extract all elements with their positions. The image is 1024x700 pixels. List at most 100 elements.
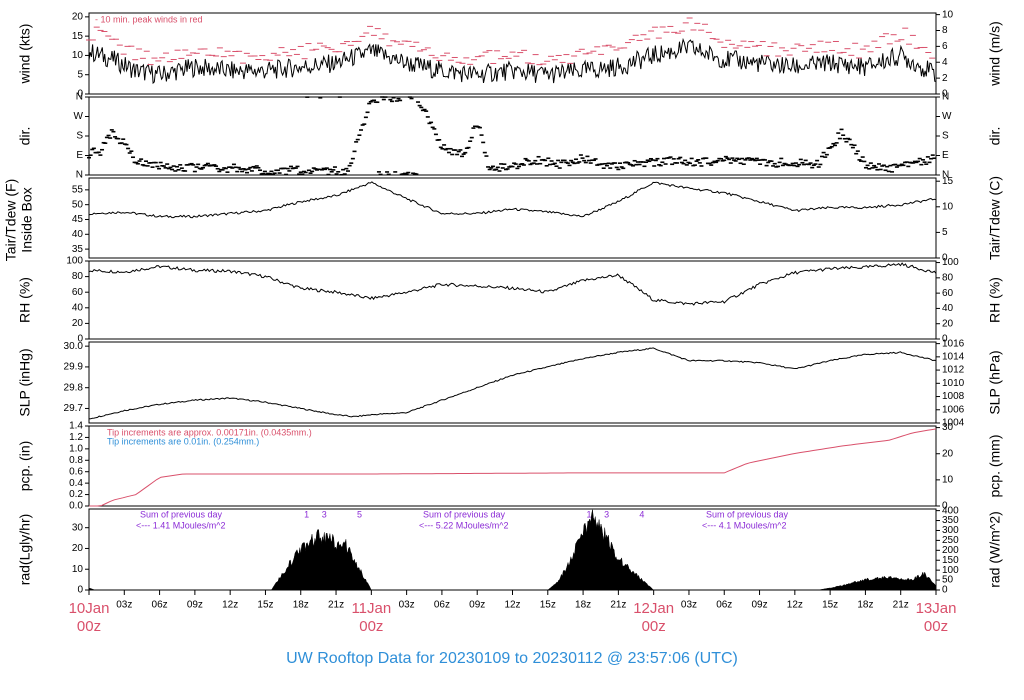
ylabel-right-temp: Tair/Tdew (C)	[987, 176, 1003, 260]
xtick-label: 06z	[152, 600, 168, 611]
pcp-note-tip: Tip increments are 0.01in. (0.254mm.)	[107, 436, 259, 446]
ytick-label-right-rh: 40	[942, 303, 954, 314]
ytick-label-left-wind: 10	[72, 50, 84, 61]
ytick-label-right-wind: 10	[942, 9, 954, 20]
ytick-label-left-pcp: 0.6	[69, 466, 83, 477]
pcp-note-approx: Tip increments are approx. 0.00171in. (0…	[107, 427, 312, 437]
day-label: 12Jan	[633, 600, 674, 617]
xtick-label: 12z	[222, 600, 238, 611]
ytick-label-left-rh: 0	[77, 334, 83, 345]
ytick-label-left-temp: 35	[72, 244, 84, 255]
panel-frame-pcp	[88, 425, 937, 507]
ytick-label-left-pcp: 0.4	[69, 478, 83, 489]
ytick-label-left-slp: 30.0	[64, 341, 84, 352]
ytick-label-left-slp: 29.9	[64, 362, 84, 373]
ytick-label-right-rh: 20	[942, 318, 954, 329]
ytick-label-left-rh: 100	[66, 256, 83, 267]
ylabel-left-wind: wind (kts)	[17, 24, 33, 85]
rad-marker: 5	[357, 509, 362, 519]
xtick-label: 06z	[434, 600, 450, 611]
ylabel-right-rh: RH (%)	[987, 277, 1003, 323]
ytick-label-right-rad: 50	[942, 575, 954, 586]
ytick-label-right-pcp: 20	[942, 448, 954, 459]
ytick-label-left-rad: 10	[72, 564, 84, 575]
ytick-label-right-temp: 15	[942, 176, 954, 187]
ytick-label-right-wind: 8	[942, 25, 948, 36]
rad-marker: 1	[586, 509, 591, 519]
pcp-line	[89, 428, 937, 507]
ylabel-left-rh: RH (%)	[17, 277, 33, 323]
ytick-label-right-slp: 1006	[942, 404, 965, 415]
wind-annotation: - 10 min. peak winds in red	[95, 14, 203, 24]
ytick-label-right-rad: 0	[942, 585, 948, 596]
ytick-label-right-rad: 150	[942, 555, 959, 566]
ytick-label-left-temp: 40	[72, 229, 84, 240]
ytick-label-right-temp: 0	[942, 253, 948, 264]
day-hour-label: 00z	[77, 618, 101, 635]
ylabel-right-pcp: pcp. (mm)	[987, 435, 1003, 498]
ytick-label-left-rh: 80	[72, 271, 84, 282]
panel-frame-temp	[88, 177, 937, 259]
xtick-label: 03z	[399, 600, 415, 611]
ylabel-right-slp: SLP (hPa)	[987, 350, 1003, 414]
ytick-label-left-wind: 15	[72, 31, 84, 42]
xtick-label: 18z	[857, 600, 873, 611]
xtick-label: 15z	[540, 600, 556, 611]
rad-area	[88, 509, 937, 591]
ytick-label-left-rad: 0	[77, 585, 83, 596]
ytick-label-left-temp: 45	[72, 214, 84, 225]
rad-marker: 1	[304, 509, 309, 519]
ytick-label-left-slp: 29.7	[64, 403, 84, 414]
ytick-label-right-slp: 1016	[942, 338, 965, 349]
ytick-label-right-dir: N	[942, 92, 949, 103]
xtick-label: 21z	[610, 600, 626, 611]
xtick-label: 12z	[504, 600, 520, 611]
ylabel-right-rad: rad (W/m^2)	[987, 511, 1003, 588]
ytick-label-right-pcp: 0	[942, 501, 948, 512]
ytick-label-right-rad: 350	[942, 515, 959, 526]
ytick-label-left-temp: 55	[72, 184, 84, 195]
ytick-label-right-rad: 300	[942, 525, 959, 536]
xtick-label: 09z	[187, 600, 203, 611]
rad-sum-value: <--- 1.41 MJoules/m^2	[136, 520, 226, 530]
xtick-label: 03z	[681, 600, 697, 611]
ytick-label-left-dir: N	[76, 92, 83, 103]
day-hour-label: 00z	[359, 618, 383, 635]
ytick-label-left-dir: W	[74, 111, 84, 122]
rad-sum-value: <--- 4.1 MJoules/m^2	[702, 520, 787, 530]
temp-line	[88, 181, 937, 219]
ytick-label-right-rad: 100	[942, 565, 959, 576]
xtick-label: 18z	[293, 600, 309, 611]
ytick-label-left-pcp: 1.4	[69, 421, 83, 432]
ytick-label-left-rad: 30	[72, 522, 84, 533]
ytick-label-left-dir: N	[76, 170, 83, 181]
ytick-label-left-rh: 60	[72, 287, 84, 298]
slp-line	[88, 347, 937, 420]
rad-marker: 4	[639, 509, 644, 519]
ytick-label-left-rh: 40	[72, 302, 84, 313]
ytick-label-right-temp: 5	[942, 227, 948, 238]
ytick-label-left-wind: 5	[77, 69, 83, 80]
day-hour-label: 00z	[924, 618, 948, 635]
ytick-label-right-temp: 10	[942, 201, 954, 212]
ytick-label-right-wind: 0	[942, 89, 948, 100]
rad-marker: 3	[322, 509, 327, 519]
rad-marker: 3	[604, 509, 609, 519]
panel-frame-wind	[88, 12, 937, 95]
ytick-label-right-rad: 200	[942, 545, 959, 556]
ytick-label-right-wind: 6	[942, 41, 948, 52]
ytick-label-left-wind: 20	[72, 11, 84, 22]
xtick-label: 21z	[328, 600, 344, 611]
ytick-label-left-rad: 20	[72, 543, 84, 554]
ytick-label-left-pcp: 0.2	[69, 489, 83, 500]
xtick-label: 09z	[469, 600, 485, 611]
ytick-label-left-temp: 50	[72, 199, 84, 210]
rh-line	[88, 262, 937, 306]
xtick-label: 03z	[116, 600, 132, 611]
xtick-label: 15z	[822, 600, 838, 611]
ytick-label-right-slp: 1014	[942, 351, 965, 362]
chart-title: UW Rooftop Data for 20230109 to 20230112…	[286, 650, 738, 667]
ytick-label-right-rad: 400	[942, 505, 959, 516]
panel-frame-rh	[88, 260, 937, 340]
